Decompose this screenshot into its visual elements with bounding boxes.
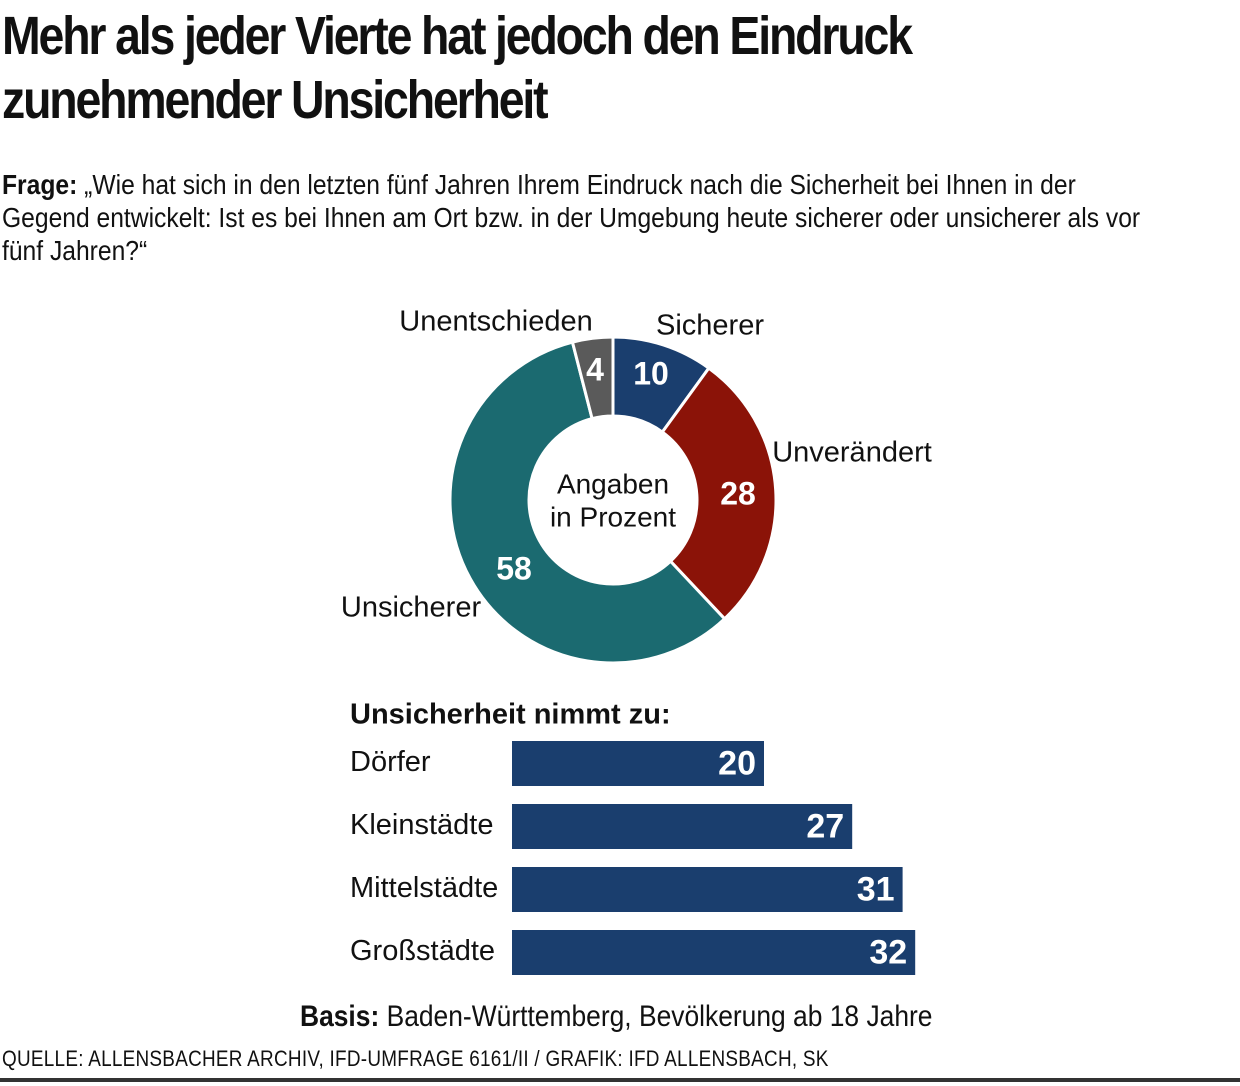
bar: [512, 930, 916, 975]
bar-value-label: 32: [869, 933, 907, 971]
donut-center-label: in Prozent: [550, 501, 676, 532]
bar-value-label: 20: [718, 744, 756, 782]
bottom-rule: [0, 1078, 1240, 1082]
title-line-1: Mehr als jeder Vierte hat jedoch den Ein…: [2, 6, 913, 66]
question-text-block: Frage: „Wie hat sich in den letzten fünf…: [2, 168, 1146, 267]
bar-value-label: 27: [806, 807, 844, 845]
bar-chart-title: Unsicherheit nimmt zu:: [350, 699, 671, 731]
bar-category-label: Dörfer: [350, 746, 431, 778]
donut-value-label: 58: [496, 550, 532, 586]
basis-note: Basis: Baden-Württemberg, Bevölkerung ab…: [300, 1000, 933, 1034]
donut-slice-unentschieden: [570, 335, 615, 421]
bar: [512, 741, 764, 786]
bar: [512, 804, 853, 849]
donut-value-label: 4: [586, 351, 604, 387]
bar-value-label: 31: [857, 870, 895, 908]
donut-center-label: Angaben: [557, 468, 669, 499]
donut-value-label: 10: [633, 355, 669, 391]
donut-value-label: 28: [720, 475, 756, 511]
question-label: Frage:: [2, 169, 78, 200]
source-note: QUELLE: ALLENSBACHER ARCHIV, IFD-UMFRAGE…: [2, 1046, 829, 1071]
bar: [512, 867, 903, 912]
donut-slice-unsicherer: [448, 340, 727, 665]
chart-title: Mehr als jeder Vierte hat jedoch den Ein…: [2, 4, 1060, 132]
question-text: „Wie hat sich in den letzten fünf Jahren…: [2, 169, 1141, 266]
chart-canvas: 10 Sicherer 28 Unverändert 58 Unsicherer 4 Unen…: [341, 306, 932, 975]
bar-category-label: Großstädte: [350, 935, 495, 967]
donut-category-label: Unsicherer: [341, 592, 482, 624]
donut-slice-unverndert: [660, 366, 778, 621]
bar-category-label: Mittelstädte: [350, 872, 498, 904]
donut-category-label: Unentschieden: [399, 306, 592, 338]
donut-category-label: Unverändert: [772, 437, 932, 469]
basis-label: Basis:: [300, 1000, 380, 1033]
title-line-2: zunehmender Unsicherheit: [2, 70, 549, 130]
bar-category-label: Kleinstädte: [350, 809, 494, 841]
basis-text: Baden-Württemberg, Bevölkerung ab 18 Jah…: [386, 1000, 933, 1033]
donut-category-label: Sicherer: [656, 310, 764, 342]
